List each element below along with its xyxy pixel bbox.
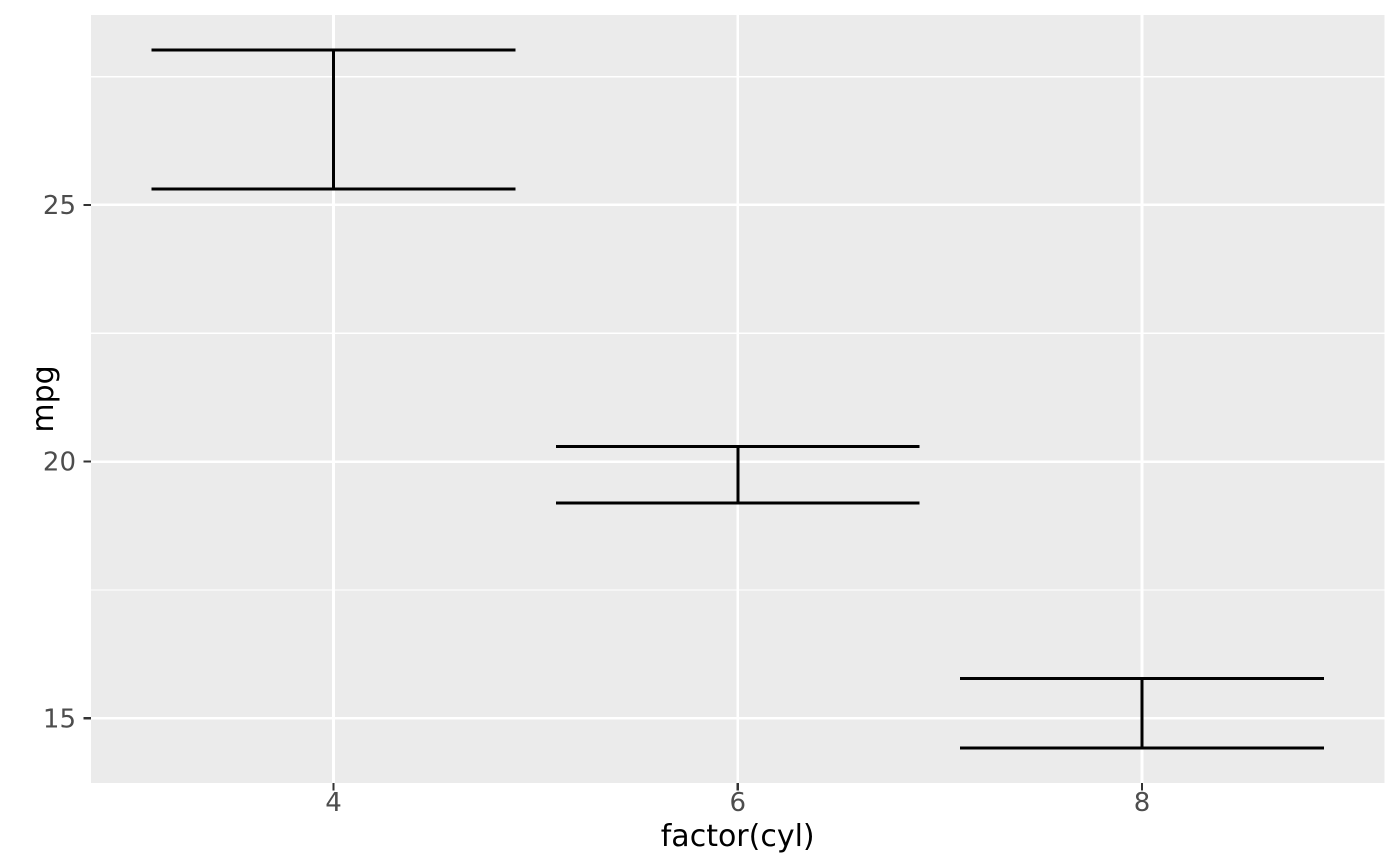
y-tick-label: 25 [43, 191, 76, 221]
x-axis-tick-labels: 4 6 8 [325, 788, 1150, 818]
errorbars [151, 48, 1324, 750]
x-axis-title: factor(cyl) [661, 819, 815, 854]
y-axis-title: mpg [26, 365, 61, 432]
x-tick-label: 4 [325, 788, 342, 818]
gridlines-major [91, 15, 1385, 783]
y-tick-label: 15 [43, 704, 76, 734]
x-tick-label: 8 [1134, 788, 1151, 818]
y-tick-label: 20 [43, 448, 76, 478]
x-tick-label: 6 [729, 788, 746, 818]
y-axis-tick-labels: 15 20 25 [43, 191, 76, 734]
axis-tick-marks [83, 203, 1144, 791]
